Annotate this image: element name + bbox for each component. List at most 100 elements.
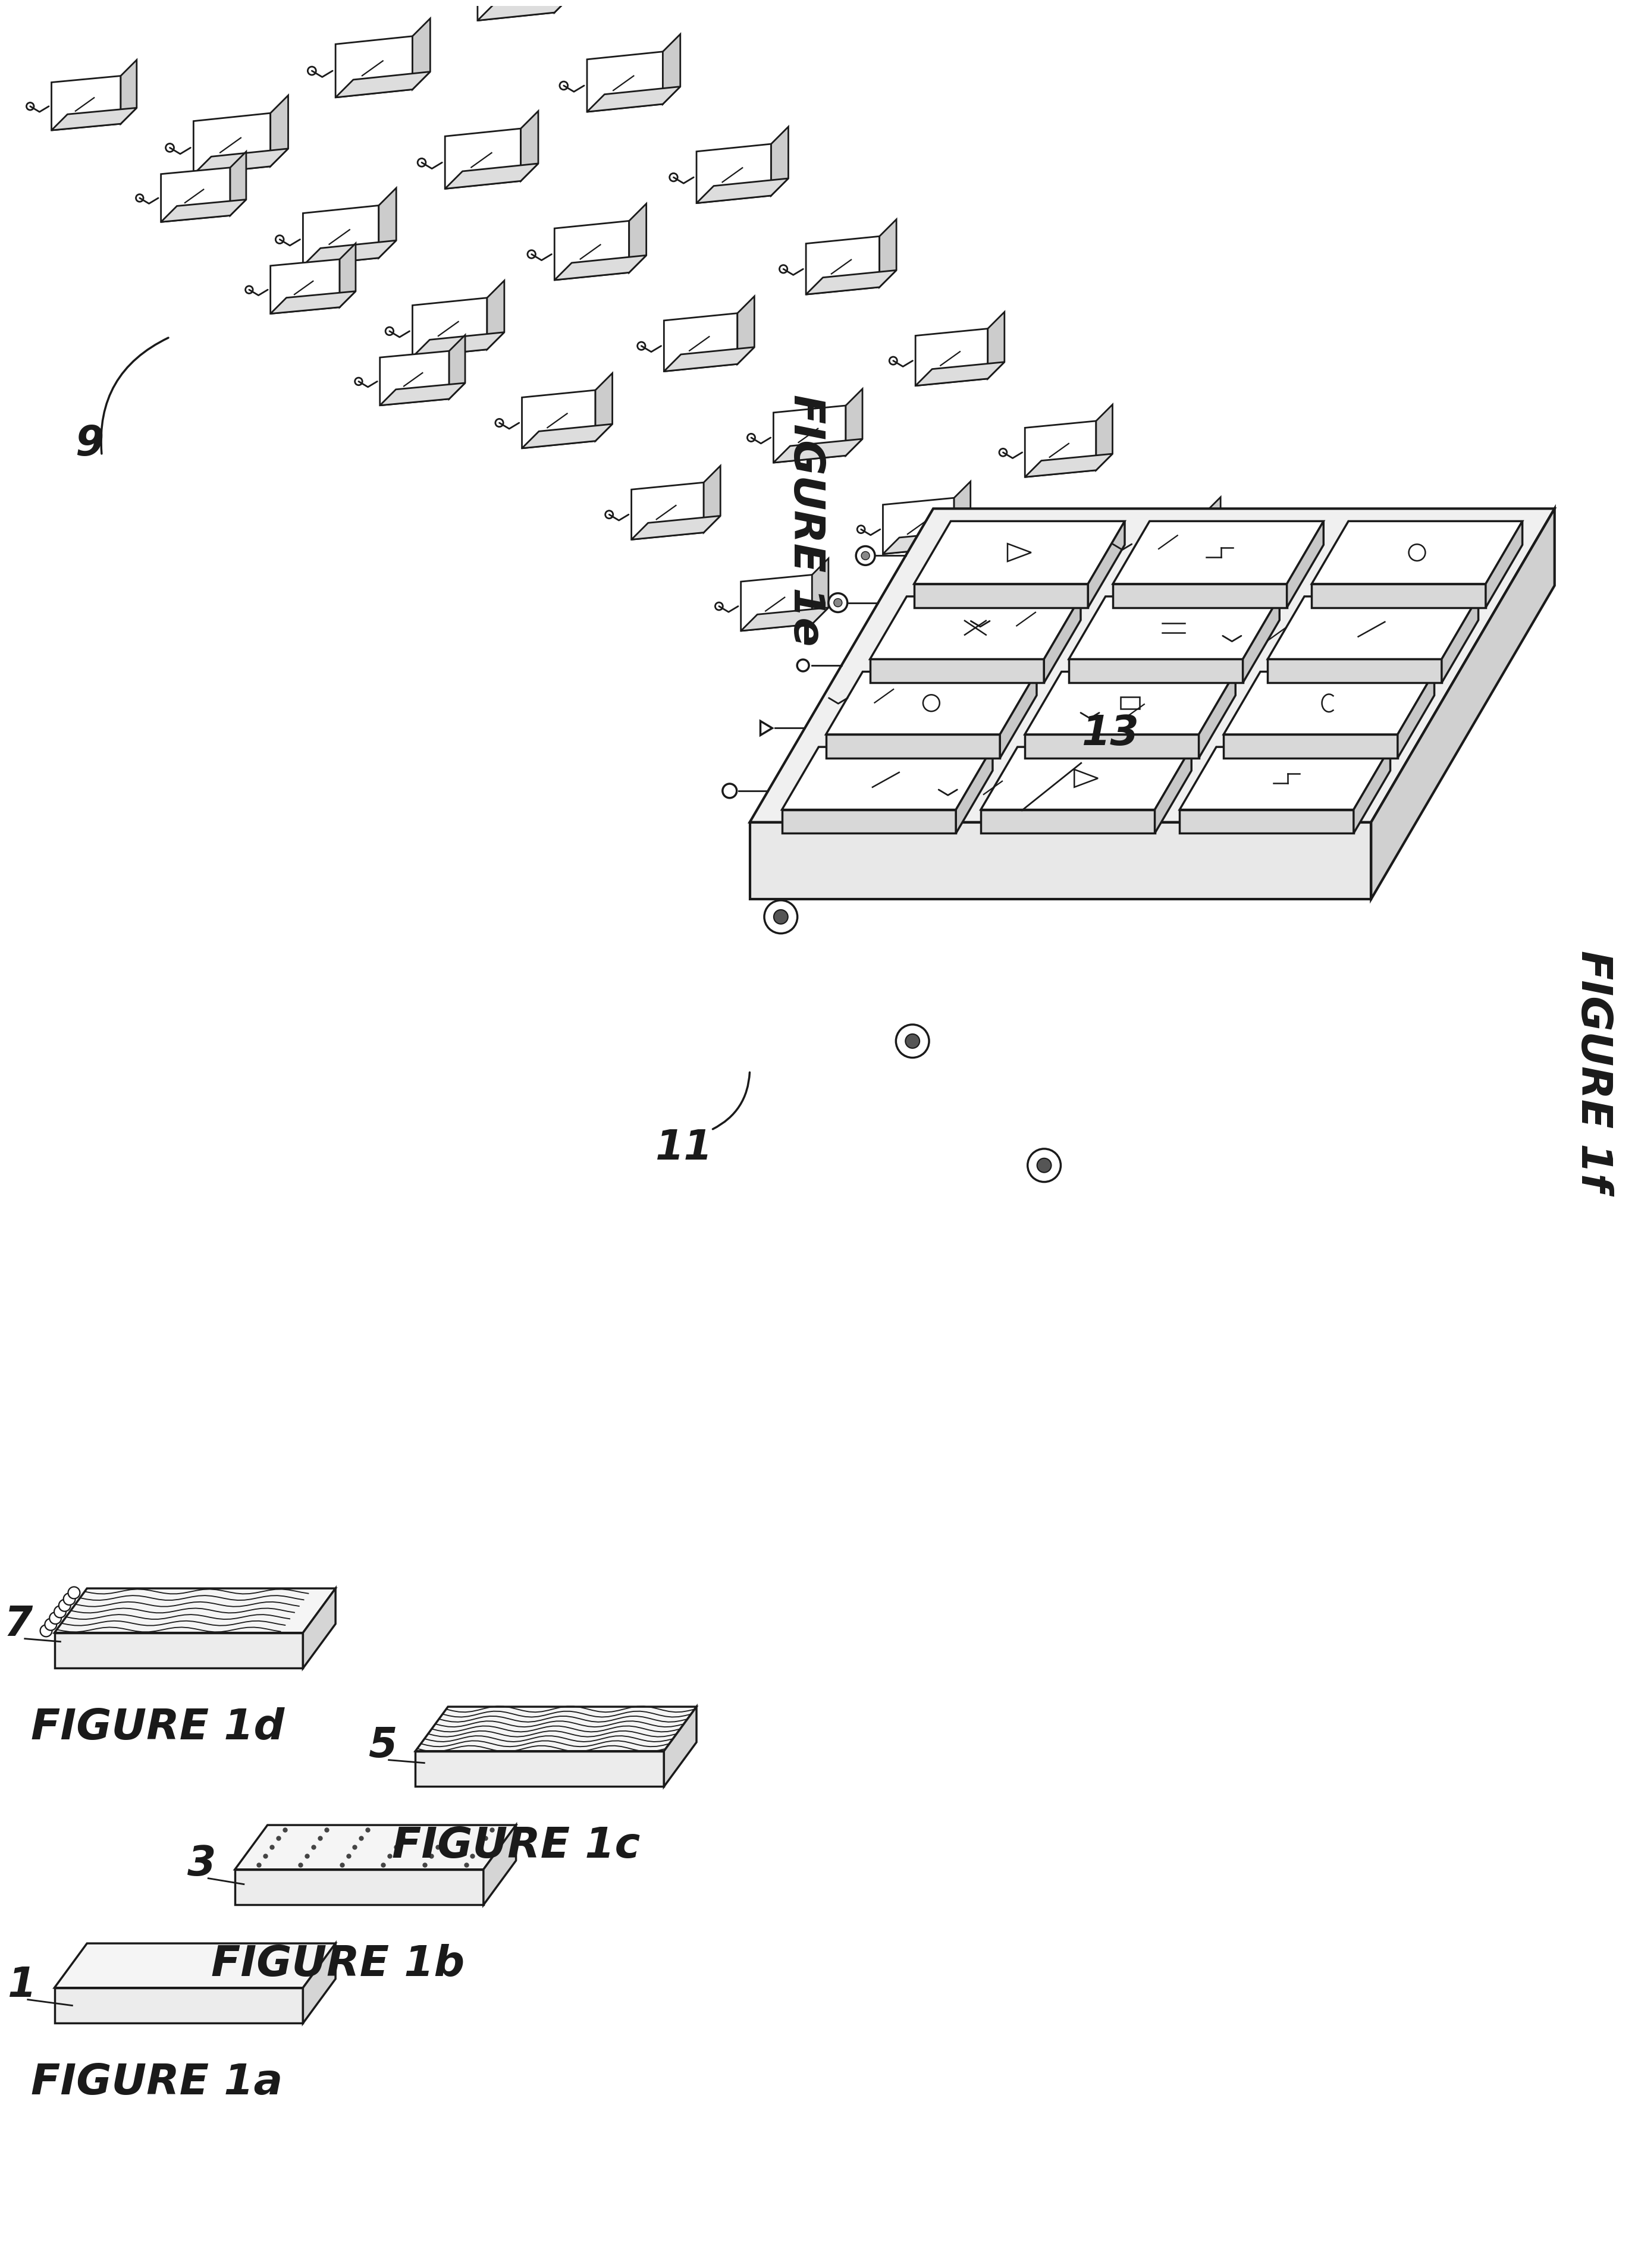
Polygon shape: [1312, 522, 1522, 583]
Circle shape: [275, 236, 283, 243]
Polygon shape: [1063, 574, 1078, 640]
Polygon shape: [812, 558, 829, 624]
Polygon shape: [1268, 596, 1479, 660]
Text: 11: 11: [655, 1127, 713, 1168]
Polygon shape: [914, 583, 1088, 608]
Circle shape: [308, 66, 316, 75]
Circle shape: [798, 660, 809, 671]
Polygon shape: [826, 735, 999, 758]
Polygon shape: [523, 390, 595, 449]
Text: FIGURE 1f: FIGURE 1f: [1572, 950, 1613, 1191]
Polygon shape: [1135, 513, 1204, 569]
Text: FIGURE 1c: FIGURE 1c: [391, 1826, 640, 1867]
Circle shape: [1027, 1150, 1061, 1182]
Circle shape: [418, 159, 426, 166]
Polygon shape: [663, 34, 680, 104]
Polygon shape: [781, 746, 993, 810]
Polygon shape: [806, 270, 896, 295]
Circle shape: [826, 694, 832, 701]
Polygon shape: [1025, 454, 1112, 476]
Polygon shape: [380, 352, 449, 406]
Polygon shape: [1397, 671, 1435, 758]
Polygon shape: [193, 150, 288, 175]
Polygon shape: [336, 36, 413, 98]
Circle shape: [1037, 1159, 1052, 1173]
Polygon shape: [1204, 497, 1220, 562]
Text: 9: 9: [75, 424, 103, 463]
Polygon shape: [1312, 590, 1328, 653]
Polygon shape: [1312, 583, 1486, 608]
Polygon shape: [737, 297, 755, 365]
Polygon shape: [826, 671, 1037, 735]
Polygon shape: [586, 52, 663, 111]
Polygon shape: [1112, 522, 1324, 583]
Polygon shape: [54, 1588, 336, 1633]
Polygon shape: [750, 823, 1371, 898]
Polygon shape: [1135, 547, 1220, 569]
Circle shape: [857, 547, 875, 565]
Polygon shape: [916, 363, 1004, 386]
Polygon shape: [773, 440, 863, 463]
Text: 1: 1: [7, 1964, 36, 2005]
Circle shape: [495, 420, 503, 426]
Polygon shape: [1224, 735, 1397, 758]
Circle shape: [49, 1613, 61, 1624]
Polygon shape: [303, 1944, 336, 2023]
Polygon shape: [54, 1944, 336, 1987]
Polygon shape: [1441, 596, 1479, 683]
Polygon shape: [486, 281, 505, 349]
Polygon shape: [1353, 746, 1391, 832]
Polygon shape: [1102, 714, 1186, 737]
Circle shape: [829, 594, 847, 612]
Circle shape: [670, 172, 678, 181]
Circle shape: [889, 356, 898, 365]
Polygon shape: [1243, 596, 1279, 683]
Circle shape: [385, 327, 393, 336]
Polygon shape: [999, 671, 1037, 758]
FancyArrowPatch shape: [713, 1073, 750, 1129]
FancyArrowPatch shape: [102, 338, 169, 454]
Polygon shape: [960, 792, 1045, 814]
Polygon shape: [478, 0, 572, 20]
Polygon shape: [1224, 671, 1435, 735]
Polygon shape: [270, 259, 339, 313]
Polygon shape: [845, 388, 863, 456]
Polygon shape: [1029, 744, 1045, 807]
Polygon shape: [988, 313, 1004, 379]
Polygon shape: [1088, 522, 1125, 608]
Polygon shape: [339, 243, 355, 306]
Polygon shape: [413, 297, 486, 356]
Polygon shape: [850, 667, 921, 721]
Polygon shape: [51, 109, 136, 129]
Polygon shape: [1070, 660, 1243, 683]
Polygon shape: [1155, 746, 1191, 832]
Polygon shape: [595, 374, 613, 440]
Polygon shape: [1179, 746, 1391, 810]
Polygon shape: [555, 0, 572, 14]
Polygon shape: [631, 515, 721, 540]
Circle shape: [773, 909, 788, 923]
Circle shape: [41, 1624, 52, 1637]
Polygon shape: [1486, 522, 1522, 608]
Circle shape: [765, 900, 798, 934]
Polygon shape: [883, 499, 953, 553]
Polygon shape: [270, 95, 288, 166]
Polygon shape: [234, 1826, 516, 1869]
Circle shape: [606, 510, 613, 519]
Polygon shape: [193, 113, 270, 175]
Polygon shape: [663, 313, 737, 372]
Polygon shape: [960, 760, 1029, 814]
Polygon shape: [121, 59, 136, 125]
Polygon shape: [663, 347, 755, 372]
Polygon shape: [771, 127, 788, 195]
Text: 3: 3: [188, 1844, 216, 1885]
Polygon shape: [1025, 735, 1199, 758]
Polygon shape: [1243, 637, 1328, 660]
Polygon shape: [416, 1751, 663, 1787]
Circle shape: [857, 526, 865, 533]
Circle shape: [862, 551, 870, 560]
Polygon shape: [1199, 671, 1235, 758]
Polygon shape: [883, 531, 970, 553]
Circle shape: [246, 286, 252, 293]
Polygon shape: [478, 0, 555, 20]
